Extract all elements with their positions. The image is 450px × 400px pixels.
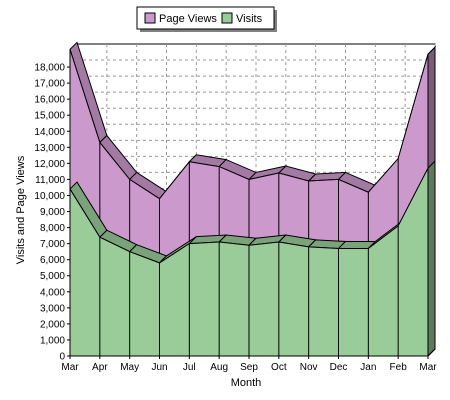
y-tick-label: 14,000 [34, 127, 65, 138]
y-tick-label: 13,000 [34, 143, 65, 154]
x-tick-label: Oct [271, 362, 287, 373]
x-tick-label: Sep [240, 362, 258, 373]
x-tick-label: May [120, 362, 139, 373]
x-tick-label: Mar [61, 362, 79, 373]
legend-swatch-visits [221, 12, 233, 24]
y-tick-label: 16,000 [34, 95, 65, 106]
y-tick-label: 2,000 [40, 319, 65, 330]
legend-swatch-page-views [144, 12, 156, 24]
legend: Page Views Visits [136, 6, 277, 32]
y-tick-label: 3,000 [40, 303, 65, 314]
y-tick-label: 12,000 [34, 159, 65, 170]
x-tick-label: Jan [360, 362, 376, 373]
y-tick-label: 9,000 [40, 207, 65, 218]
y-axis-title: Visits and Page Views [15, 155, 27, 264]
area-series-visits [69, 159, 436, 358]
x-tick-label: Mar [419, 362, 437, 373]
y-tick-labels: 0 1,000 2,000 3,000 4,000 5,000 6,000 7,000 8,00… [34, 63, 70, 363]
y-tick-label: 11,000 [35, 175, 65, 186]
legend-label-visits: Visits [236, 13, 263, 25]
y-tick-label: 7,000 [40, 239, 65, 250]
area-end-cap [427, 159, 436, 358]
x-tick-label: Feb [390, 362, 408, 373]
y-tick-label: 17,000 [34, 79, 65, 90]
y-tick-label: 15,000 [34, 111, 65, 122]
y-tick-label: 18,000 [34, 63, 65, 74]
y-tick-label: 10,000 [34, 191, 65, 202]
y-tick-label: 1,000 [40, 335, 65, 346]
x-tick-label: Jul [183, 362, 196, 373]
x-axis-title: Month [231, 377, 262, 389]
y-tick-label: 0 [59, 352, 65, 363]
x-tick-label: Dec [330, 362, 348, 373]
floor-edge [427, 348, 436, 357]
y-tick-label: 5,000 [40, 271, 65, 282]
x-tick-label: Aug [210, 362, 228, 373]
x-tick-labels: Mar Apr May Jun Jul Aug Sep Oct Nov Dec Jan Feb Mar [61, 356, 437, 373]
x-tick-label: Apr [92, 362, 108, 373]
y-tick-label: 8,000 [40, 223, 65, 234]
legend-box [136, 6, 275, 30]
plot-areas [69, 41, 437, 358]
x-tick-label: Nov [300, 362, 318, 373]
legend-label-page-views: Page Views [159, 13, 217, 25]
y-tick-label: 6,000 [40, 255, 65, 266]
x-tick-label: Jun [151, 362, 167, 373]
y-tick-label: 4,000 [40, 287, 65, 298]
